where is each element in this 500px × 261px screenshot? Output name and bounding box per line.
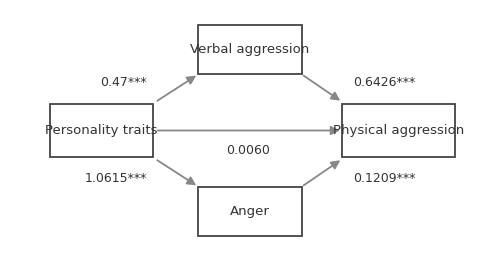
FancyBboxPatch shape [342,104,455,157]
Text: 0.1209***: 0.1209*** [353,172,416,185]
Text: 1.0615***: 1.0615*** [84,172,147,185]
Text: Physical aggression: Physical aggression [333,124,464,137]
Text: 0.6426***: 0.6426*** [353,76,416,89]
Text: 0.47***: 0.47*** [100,76,147,89]
Text: Verbal aggression: Verbal aggression [190,43,310,56]
FancyBboxPatch shape [198,25,302,74]
Text: Personality traits: Personality traits [45,124,158,137]
Text: Anger: Anger [230,205,270,218]
FancyBboxPatch shape [198,187,302,236]
Text: 0.0060: 0.0060 [226,144,270,157]
FancyBboxPatch shape [50,104,153,157]
